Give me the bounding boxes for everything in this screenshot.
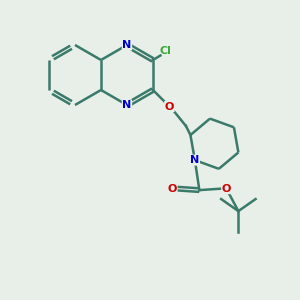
Text: O: O [165,101,174,112]
Text: N: N [190,155,200,165]
Text: N: N [122,40,132,50]
Text: Cl: Cl [159,46,171,56]
Text: O: O [222,184,231,194]
Text: O: O [168,184,177,194]
Text: N: N [122,100,132,110]
